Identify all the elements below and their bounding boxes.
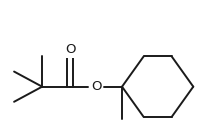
Text: O: O (65, 44, 75, 56)
Text: O: O (91, 80, 101, 93)
